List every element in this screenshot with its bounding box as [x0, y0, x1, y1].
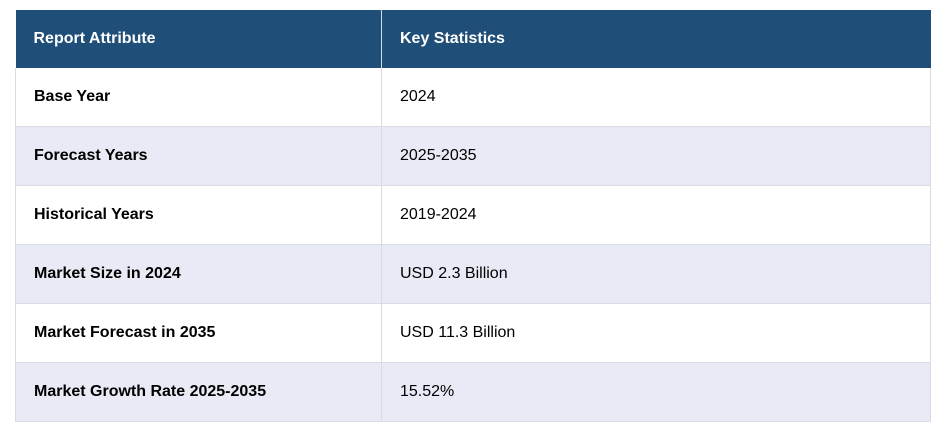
statistic-cell: USD 11.3 Billion: [381, 303, 931, 363]
attribute-cell: Market Growth Rate 2025-2035: [15, 362, 382, 422]
table-row: Market Forecast in 2035 USD 11.3 Billion: [15, 303, 931, 363]
statistic-cell: 2019-2024: [381, 185, 931, 245]
table-body: Base Year 2024 Forecast Years 2025-2035 …: [15, 68, 931, 422]
statistic-cell: 2024: [381, 68, 931, 127]
statistic-cell: 2025-2035: [381, 126, 931, 186]
table-row: Market Size in 2024 USD 2.3 Billion: [15, 244, 931, 304]
header-row: Report Attribute Key Statistics: [15, 10, 931, 68]
statistic-cell: 15.52%: [381, 362, 931, 422]
table-row: Market Growth Rate 2025-2035 15.52%: [15, 362, 931, 422]
attribute-cell: Historical Years: [15, 185, 382, 245]
table-row: Base Year 2024: [15, 68, 931, 127]
table-row: Forecast Years 2025-2035: [15, 126, 931, 186]
attribute-cell: Market Size in 2024: [15, 244, 382, 304]
statistic-cell: USD 2.3 Billion: [381, 244, 931, 304]
table-header: Report Attribute Key Statistics: [15, 10, 931, 68]
report-attributes-table: Report Attribute Key Statistics Base Yea…: [15, 10, 931, 422]
header-key-statistics: Key Statistics: [381, 10, 931, 68]
attribute-cell: Base Year: [15, 68, 382, 127]
table-row: Historical Years 2019-2024: [15, 185, 931, 245]
attribute-cell: Forecast Years: [15, 126, 382, 186]
attribute-cell: Market Forecast in 2035: [15, 303, 382, 363]
header-report-attribute: Report Attribute: [15, 10, 382, 68]
